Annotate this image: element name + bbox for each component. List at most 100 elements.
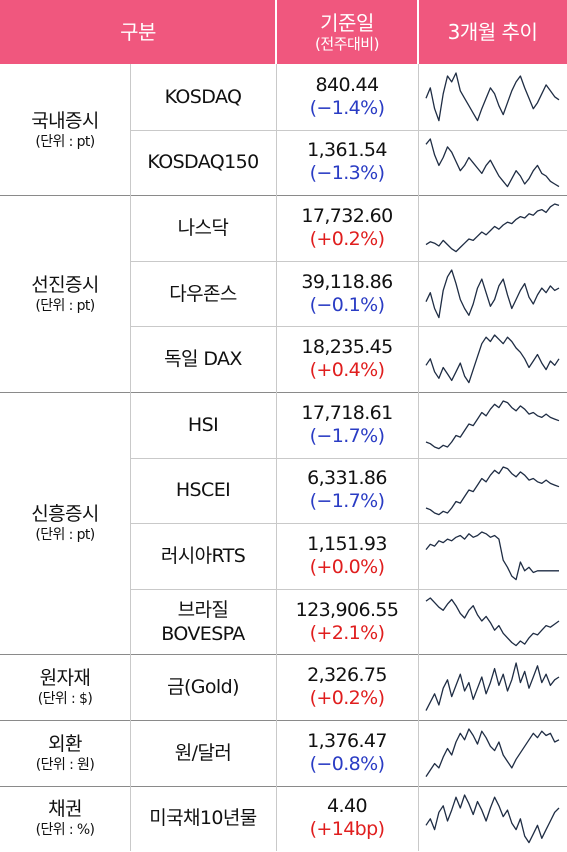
trend-line [425, 597, 560, 647]
column-divider [418, 64, 419, 852]
trend-line [425, 203, 560, 253]
index-value: 6,331.86 [307, 467, 387, 490]
index-value: 4.40 [327, 795, 368, 818]
category-unit: (단위 : 원) [35, 756, 95, 773]
category-name: 채권 [48, 798, 82, 821]
category-unit: (단위 : %) [35, 822, 95, 839]
header-divider [417, 0, 419, 64]
item-name: 금(Gold) [167, 676, 239, 699]
trend-line [425, 531, 559, 581]
trend-sparkline [425, 597, 560, 647]
trend-sparkline [425, 203, 560, 253]
header-category: 구분 [0, 0, 276, 64]
item-name-cell: 원/달러 [130, 720, 276, 786]
value-cell: 1,376.47 (−0.8%) [276, 720, 418, 786]
item-name-cell: 다우존스 [130, 261, 276, 327]
item-name-cell: 러시아RTS [130, 523, 276, 589]
index-value: 123,906.55 [295, 598, 399, 621]
row-divider [130, 260, 567, 262]
weekly-change: (+0.2%) [309, 687, 385, 710]
weekly-change: (+14bp) [309, 818, 385, 841]
trend-line [425, 728, 560, 777]
item-name: KOSDAQ [164, 85, 242, 108]
index-value: 1,361.54 [307, 139, 387, 162]
category-name: 신흥증시 [31, 503, 99, 526]
item-name-cell: 금(Gold) [130, 654, 276, 720]
column-divider [276, 64, 277, 852]
trend-line [425, 400, 560, 450]
value-cell: 17,732.60 (+0.2%) [276, 195, 418, 261]
trend-sparkline [425, 137, 560, 187]
item-name-cell: 미국채10년물 [130, 786, 276, 852]
index-value: 18,235.45 [301, 336, 393, 359]
trend-sparkline [425, 269, 560, 319]
value-cell: 2,326.75 (+0.2%) [276, 654, 418, 720]
trend-sparkline [425, 400, 560, 450]
category-name: 외환 [48, 732, 82, 755]
item-name: 브라질 [177, 598, 229, 621]
header-base-date-sub: (전주대비) [315, 35, 379, 53]
category-unit: (단위 : $) [37, 691, 93, 708]
category-name: 원자재 [39, 667, 91, 690]
item-name-cell: 독일 DAX [130, 326, 276, 392]
category-cell: 선진증시 (단위 : pt) [0, 195, 130, 392]
weekly-change: (−0.8%) [309, 752, 385, 775]
value-cell: 4.40 (+14bp) [276, 786, 418, 852]
row-divider [130, 457, 567, 459]
category-name: 선진증시 [31, 273, 99, 296]
category-cell: 신흥증시 (단위 : pt) [0, 392, 130, 654]
category-unit: (단위 : pt) [35, 297, 95, 314]
trend-sparkline [425, 465, 560, 515]
item-name: 원/달러 [174, 741, 232, 764]
row-divider [130, 523, 567, 525]
weekly-change: (+0.2%) [309, 227, 385, 250]
category-unit: (단위 : pt) [35, 527, 95, 544]
value-cell: 18,235.45 (+0.4%) [276, 326, 418, 392]
trend-line [425, 662, 560, 712]
category-cell: 국내증시 (단위 : pt) [0, 64, 130, 195]
trend-sparkline [425, 793, 560, 843]
weekly-change: (−1.7%) [309, 490, 385, 513]
row-divider [130, 129, 567, 131]
category-name: 국내증시 [31, 109, 99, 132]
index-value: 17,718.61 [301, 401, 393, 424]
item-name-cell: 브라질 BOVESPA [130, 589, 276, 655]
item-name-cell: KOSDAQ [130, 64, 276, 130]
category-cell: 채권 (단위 : %) [0, 786, 130, 852]
index-value: 17,732.60 [301, 204, 393, 227]
item-name: KOSDAQ150 [147, 151, 259, 174]
trend-sparkline [425, 334, 560, 384]
index-value: 1,151.93 [307, 532, 387, 555]
item-name: BOVESPA [161, 622, 245, 645]
trend-sparkline [425, 72, 560, 122]
category-cell: 원자재 (단위 : $) [0, 654, 130, 720]
item-name: 다우존스 [169, 282, 237, 305]
weekly-change: (+2.1%) [309, 621, 385, 644]
item-name: HSI [187, 413, 219, 436]
item-name-cell: KOSDAQ150 [130, 130, 276, 196]
value-cell: 1,361.54 (−1.3%) [276, 130, 418, 196]
header-base-date-label: 기준일 [320, 11, 374, 35]
index-value: 840.44 [315, 73, 379, 96]
trend-line [425, 72, 560, 122]
item-name: 독일 DAX [164, 348, 242, 371]
item-name-cell: 나스닥 [130, 195, 276, 261]
weekly-change: (−1.3%) [309, 162, 385, 185]
category-divider [0, 654, 567, 656]
category-divider [0, 720, 567, 721]
trend-line [425, 465, 560, 515]
value-cell: 39,118.86 (−0.1%) [276, 261, 418, 327]
value-cell: 17,718.61 (−1.7%) [276, 392, 418, 458]
weekly-change: (+0.0%) [309, 555, 385, 578]
category-divider [0, 785, 567, 787]
header-category-label: 구분 [120, 20, 156, 44]
header-divider [275, 0, 277, 64]
item-name: 러시아RTS [160, 544, 246, 567]
index-value: 1,376.47 [307, 729, 387, 752]
value-cell: 1,151.93 (+0.0%) [276, 523, 418, 589]
value-cell: 840.44 (−1.4%) [276, 64, 418, 130]
trend-sparkline [425, 662, 560, 712]
weekly-change: (+0.4%) [309, 359, 385, 382]
trend-line [425, 793, 560, 843]
